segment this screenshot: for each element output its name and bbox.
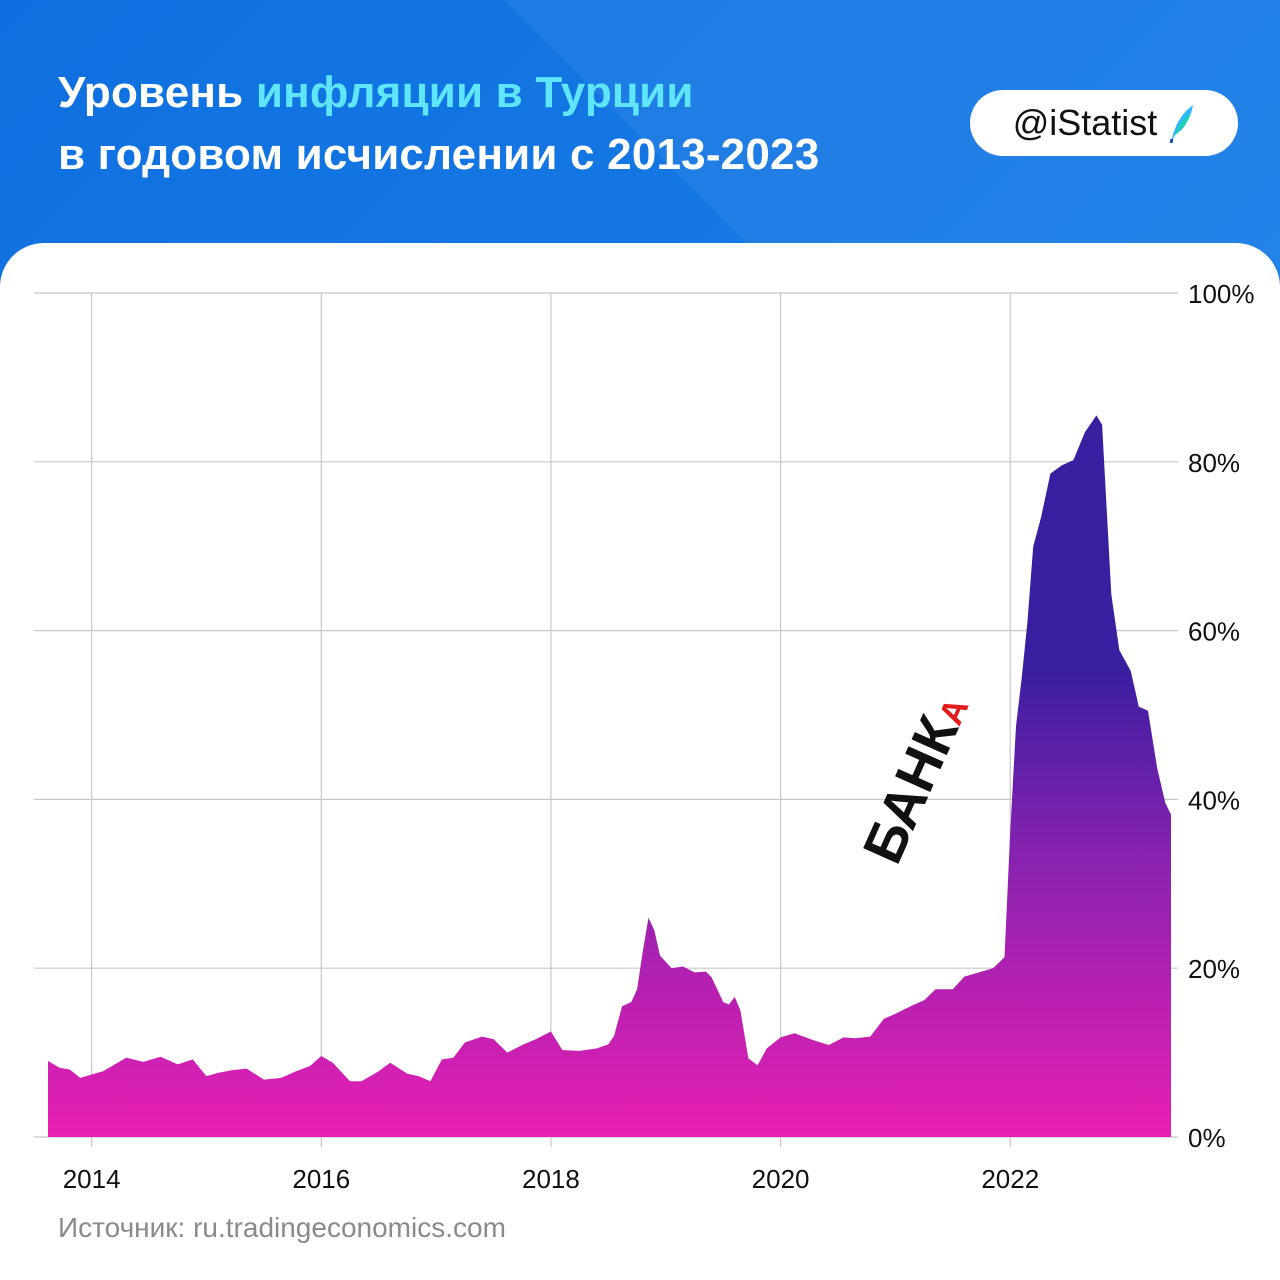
y-tick-label: 60% bbox=[1188, 617, 1240, 647]
feather-logo-icon bbox=[1169, 105, 1194, 143]
author-handle: @iStatist bbox=[1012, 102, 1158, 143]
x-tick-label: 2014 bbox=[63, 1164, 121, 1194]
y-tick-label: 0% bbox=[1188, 1123, 1226, 1153]
y-axis: 0% 20% 40% 60% 80% 100% bbox=[1188, 279, 1255, 1153]
title-line-1: Уровень инфляции в Турции bbox=[58, 62, 819, 124]
y-tick-label: 100% bbox=[1188, 279, 1255, 309]
x-tick-label: 2016 bbox=[292, 1164, 350, 1194]
x-axis: 2014 2016 2018 2020 2022 bbox=[63, 1164, 1039, 1194]
page-title: Уровень инфляции в Турции в годовом исчи… bbox=[58, 62, 819, 186]
author-badge[interactable]: @iStatist bbox=[970, 90, 1238, 156]
x-tick-label: 2022 bbox=[981, 1164, 1039, 1194]
title-line-2: в годовом исчислении с 2013-2023 bbox=[58, 130, 820, 179]
title-part-1: Уровень bbox=[58, 68, 256, 117]
y-tick-label: 80% bbox=[1188, 448, 1240, 478]
y-tick-label: 40% bbox=[1188, 785, 1240, 815]
x-tick-label: 2018 bbox=[522, 1164, 580, 1194]
svg-text:БАНКА: БАНКА bbox=[850, 684, 980, 872]
x-tick-label: 2020 bbox=[752, 1164, 810, 1194]
watermark-prefix: БАНК bbox=[850, 706, 970, 872]
source-note: Источник: ru.tradingeconomics.com bbox=[58, 1212, 506, 1243]
inflation-area bbox=[48, 415, 1171, 1137]
watermark-logo: БАНКА bbox=[850, 684, 980, 872]
y-tick-label: 20% bbox=[1188, 954, 1240, 984]
title-highlight: инфляции в Турции bbox=[255, 68, 694, 117]
